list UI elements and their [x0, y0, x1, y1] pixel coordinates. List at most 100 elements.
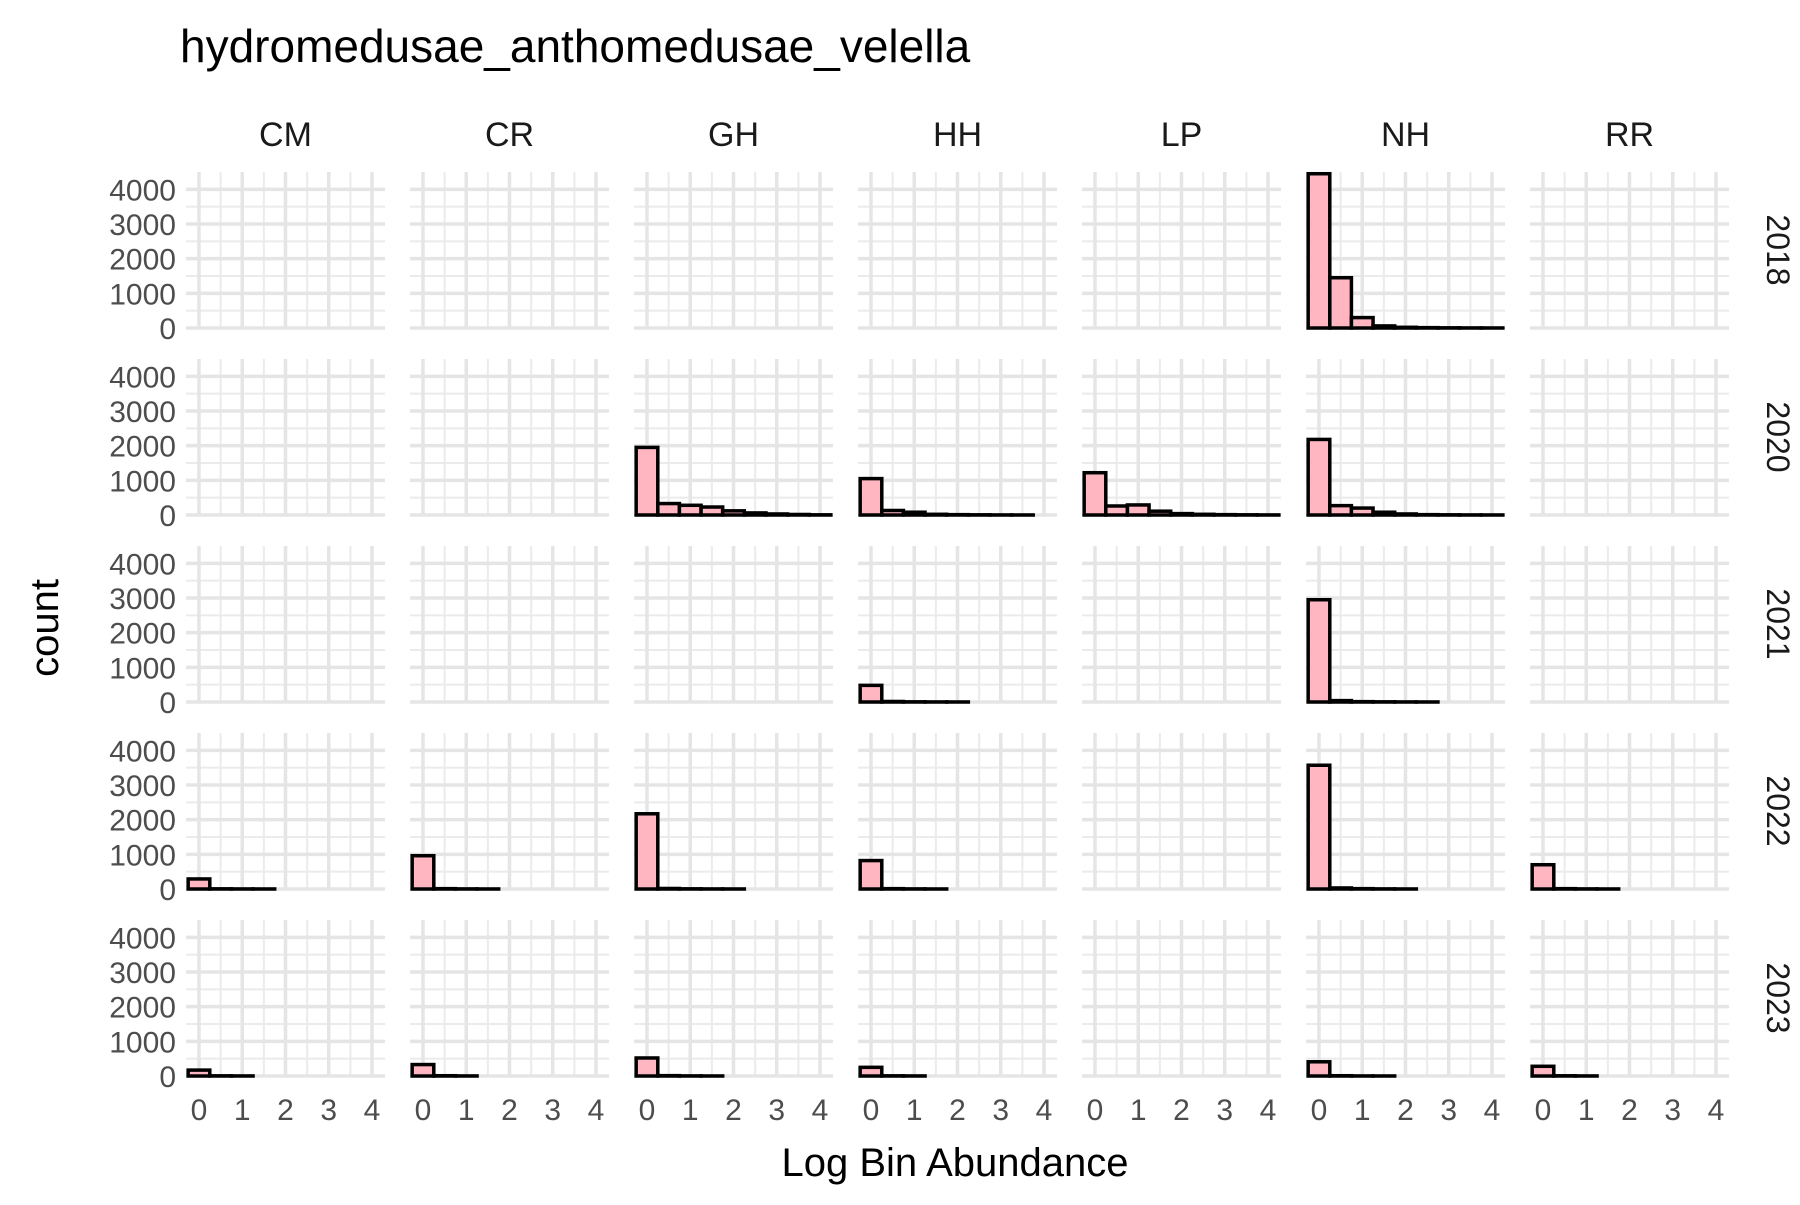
row-strip-label: 2021 — [1760, 588, 1796, 659]
y-tick-label: 3000 — [109, 209, 176, 242]
y-tick-label: 1000 — [109, 278, 176, 311]
x-tick-label: 4 — [1484, 1094, 1501, 1127]
panel-GH-2021 — [634, 546, 833, 702]
panel-CR-2022 — [410, 733, 609, 889]
histogram-bar — [903, 512, 925, 515]
panel-CR-2021 — [410, 546, 609, 702]
panel-HH-2018 — [858, 172, 1057, 328]
histogram-bar — [1532, 1066, 1554, 1076]
x-tick-label: 1 — [906, 1094, 923, 1127]
x-tick-label: 4 — [1260, 1094, 1277, 1127]
x-tick-label: 2 — [949, 1094, 966, 1127]
x-tick-label: 3 — [1440, 1094, 1457, 1127]
panel-NH-2021 — [1306, 546, 1505, 702]
panel-RR-2022 — [1530, 733, 1729, 889]
x-tick-label: 0 — [1311, 1094, 1328, 1127]
column-strip-label: LP — [1161, 116, 1203, 154]
y-tick-label: 3000 — [109, 583, 176, 616]
y-tick-label: 3000 — [109, 770, 176, 803]
panel-HH-2020 — [858, 359, 1057, 515]
histogram-bar — [1192, 514, 1214, 515]
panel-HH-2022 — [858, 733, 1057, 889]
y-tick-label: 0 — [159, 500, 176, 533]
x-tick-label: 2 — [1397, 1094, 1414, 1127]
x-tick-label: 2 — [1173, 1094, 1190, 1127]
x-tick-label: 3 — [1216, 1094, 1233, 1127]
histogram-bar — [412, 1065, 434, 1076]
y-tick-label: 3000 — [109, 957, 176, 990]
x-tick-label: 2 — [725, 1094, 742, 1127]
histogram-bar — [658, 888, 680, 889]
histogram-bar — [1308, 765, 1330, 889]
row-strip-label: 2018 — [1760, 214, 1796, 285]
histogram-bar — [723, 511, 745, 515]
column-strip-label: HH — [933, 116, 982, 154]
y-tick-label: 1000 — [109, 1026, 176, 1059]
x-tick-label: 1 — [234, 1094, 251, 1127]
histogram-bar — [860, 861, 882, 889]
x-tick-label: 1 — [1578, 1094, 1595, 1127]
histogram-bar — [188, 1070, 210, 1076]
x-tick-label: 0 — [415, 1094, 432, 1127]
panel-RR-2023 — [1530, 920, 1729, 1076]
y-tick-label: 4000 — [109, 922, 176, 955]
histogram-bar — [766, 514, 788, 515]
x-tick-label: 4 — [1036, 1094, 1053, 1127]
y-tick-label: 0 — [159, 1061, 176, 1094]
y-tick-label: 0 — [159, 874, 176, 907]
histogram-bar — [636, 1058, 658, 1076]
y-tick-label: 3000 — [109, 396, 176, 429]
panel-CM-2021 — [186, 546, 385, 702]
y-tick-label: 2000 — [109, 431, 176, 464]
y-tick-label: 4000 — [109, 548, 176, 581]
panel-CR-2020 — [410, 359, 609, 515]
panel-CM-2020 — [186, 359, 385, 515]
histogram-bar — [1106, 506, 1128, 515]
x-tick-label: 2 — [1621, 1094, 1638, 1127]
histogram-bar — [1127, 505, 1149, 515]
histogram-bar — [1308, 439, 1330, 515]
histogram-HH-2022 — [860, 861, 947, 889]
histogram-bar — [744, 513, 766, 515]
histogram-bar — [1373, 512, 1395, 515]
histogram-bar — [1308, 600, 1330, 702]
histogram-bar — [860, 685, 882, 702]
column-strip-label: GH — [708, 116, 759, 154]
histogram-bar — [1351, 508, 1373, 515]
panel-LP-2021 — [1082, 546, 1281, 702]
histogram-bar — [860, 479, 882, 515]
histogram-bar — [188, 879, 210, 889]
x-axis-label: Log Bin Abundance — [782, 1141, 1129, 1185]
row-strip-label: 2023 — [1760, 962, 1796, 1033]
histogram-bar — [412, 856, 434, 889]
histogram-bar — [1395, 327, 1417, 328]
panel-RR-2021 — [1530, 546, 1729, 702]
panel-NH-2023 — [1306, 920, 1505, 1076]
histogram-bar — [925, 514, 947, 515]
panel-CM-2023 — [186, 920, 385, 1076]
panel-NH-2022 — [1306, 733, 1505, 889]
y-tick-label: 2000 — [109, 618, 176, 651]
histogram-CM-2022 — [188, 879, 275, 889]
x-tick-label: 0 — [1087, 1094, 1104, 1127]
panel-HH-2023 — [858, 920, 1057, 1076]
y-tick-label: 0 — [159, 687, 176, 720]
y-tick-label: 2000 — [109, 244, 176, 277]
panel-LP-2022 — [1082, 733, 1281, 889]
panel-RR-2020 — [1530, 359, 1729, 515]
histogram-bar — [882, 701, 904, 702]
panel-CM-2022 — [186, 733, 385, 889]
histogram-NH-2023 — [1308, 1062, 1395, 1076]
x-tick-label: 0 — [639, 1094, 656, 1127]
histogram-bar — [1351, 318, 1373, 328]
column-strip-label: CR — [485, 116, 534, 154]
y-axis-label: count — [23, 579, 67, 677]
histogram-bar — [1395, 514, 1417, 515]
histogram-bar — [636, 814, 658, 889]
y-tick-label: 4000 — [109, 174, 176, 207]
histogram-bar — [636, 447, 658, 515]
panel-GH-2018 — [634, 172, 833, 328]
